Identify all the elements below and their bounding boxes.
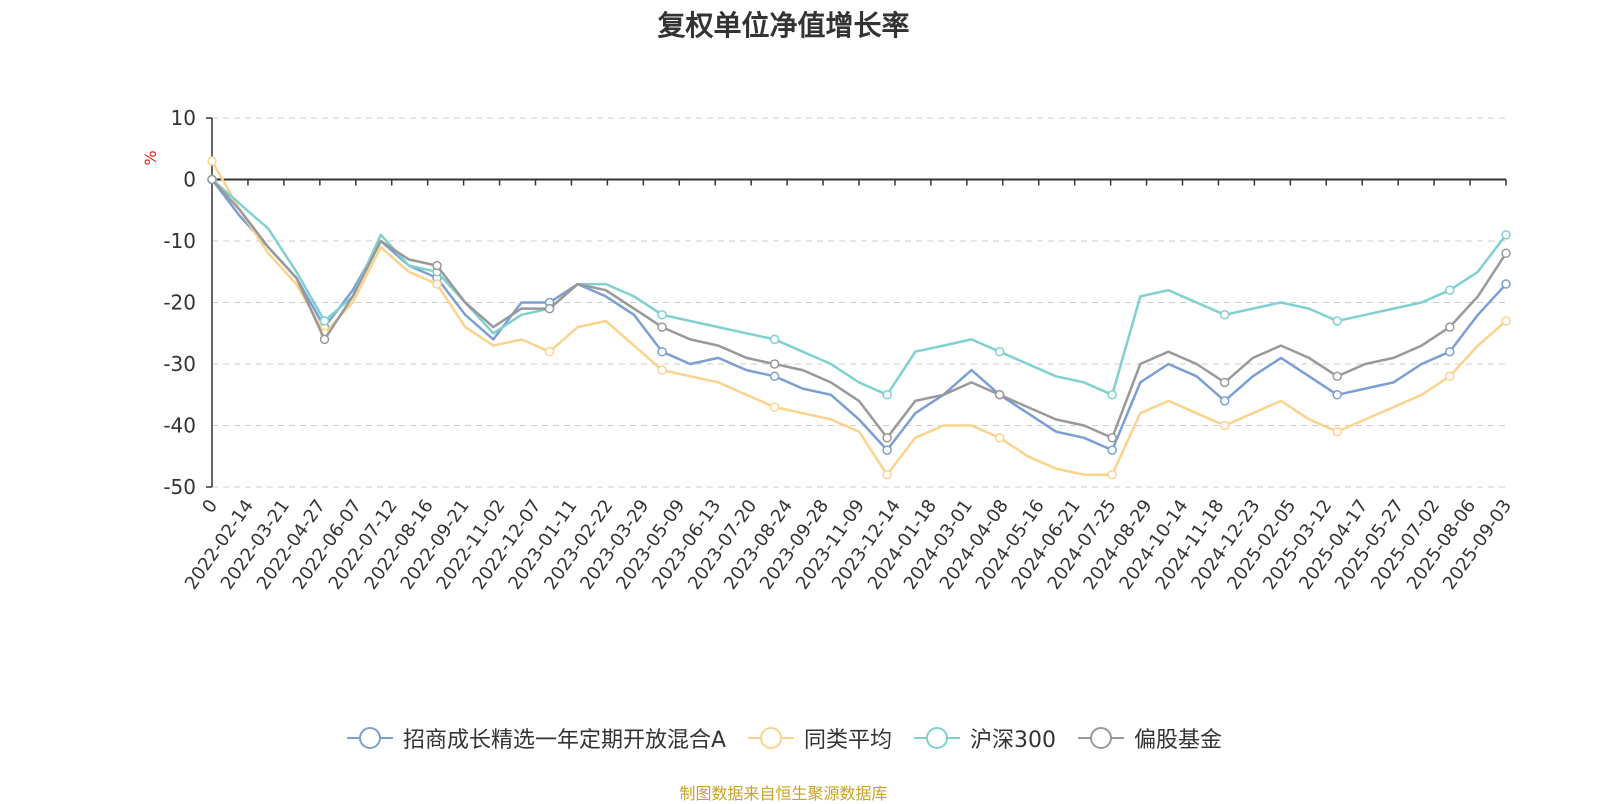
data-point	[207, 156, 217, 166]
x-tick-label: 0	[198, 496, 222, 517]
legend: 招商成长精选一年定期开放混合A 同类平均 沪深300 偏股基金	[0, 722, 1567, 754]
data-point	[1332, 426, 1342, 437]
data-point	[657, 365, 667, 375]
data-point	[319, 334, 330, 345]
data-point	[1332, 316, 1342, 326]
legend-label: 沪深300	[970, 728, 1057, 753]
data-point	[1444, 371, 1455, 382]
y-tick-label: -20	[163, 291, 196, 315]
legend-swatch-icon	[914, 727, 961, 749]
legend-swatch-icon	[346, 727, 393, 749]
data-point	[1501, 316, 1511, 326]
series-lines	[207, 156, 1511, 480]
legend-label: 偏股基金	[1134, 728, 1223, 753]
y-tick-label: -10	[163, 229, 196, 253]
data-point	[994, 346, 1005, 357]
data-point	[769, 371, 780, 382]
y-tick-label: 0	[183, 168, 196, 192]
data-point	[207, 174, 217, 185]
data-point	[1444, 322, 1455, 332]
data-point	[1107, 433, 1117, 443]
data-point	[1444, 346, 1455, 357]
data-point	[1332, 371, 1342, 382]
data-point	[1107, 445, 1117, 455]
data-point	[769, 402, 780, 412]
series-line	[211, 178, 1507, 397]
data-point	[882, 390, 892, 400]
data-point	[657, 346, 667, 357]
y-tick-label: -50	[163, 475, 196, 499]
legend-item[interactable]: 招商成长精选一年定期开放混合A	[345, 722, 726, 754]
data-point	[319, 316, 330, 326]
data-point	[544, 303, 555, 314]
y-tick-label: -30	[163, 352, 196, 376]
data-point	[882, 445, 892, 455]
source-note: 制图数据来自恒生聚源数据库	[679, 784, 888, 803]
data-point	[994, 390, 1005, 400]
data-point	[1219, 377, 1230, 388]
data-point	[1219, 396, 1230, 406]
data-point	[1501, 230, 1511, 240]
data-point	[432, 260, 442, 271]
data-point	[882, 433, 892, 443]
y-tick-label: 10	[171, 106, 196, 130]
data-point	[1219, 310, 1230, 320]
data-point	[1219, 420, 1230, 431]
data-point	[882, 469, 892, 480]
series-line	[211, 178, 1508, 440]
data-point	[1501, 279, 1511, 289]
legend-item[interactable]: 偏股基金	[1076, 722, 1222, 754]
data-point	[432, 279, 442, 289]
series-line	[211, 178, 1507, 452]
legend-item[interactable]: 沪深300	[912, 722, 1056, 754]
data-point	[657, 310, 667, 320]
legend-swatch-icon	[1078, 727, 1125, 749]
data-point	[769, 334, 780, 345]
chart-plot: 100-10-20-30-40-50%02022-02-142022-03-21…	[141, 106, 1516, 594]
legend-label: 招商成长精选一年定期开放混合A	[402, 728, 727, 753]
legend-item[interactable]: 同类平均	[746, 722, 892, 754]
data-point	[1107, 469, 1117, 480]
chart-title: 复权单位净值增长率	[657, 9, 910, 42]
y-axis-unit: %	[141, 150, 160, 165]
data-point	[1107, 390, 1117, 400]
data-point	[1332, 390, 1342, 400]
data-point	[657, 322, 667, 332]
data-point	[769, 359, 780, 369]
data-point	[994, 433, 1005, 443]
data-point	[1501, 248, 1511, 259]
legend-label: 同类平均	[804, 728, 893, 753]
y-tick-label: -40	[163, 414, 196, 438]
data-point	[1444, 285, 1455, 295]
legend-swatch-icon	[748, 727, 795, 749]
data-point	[544, 346, 555, 357]
series-line	[210, 160, 1507, 476]
